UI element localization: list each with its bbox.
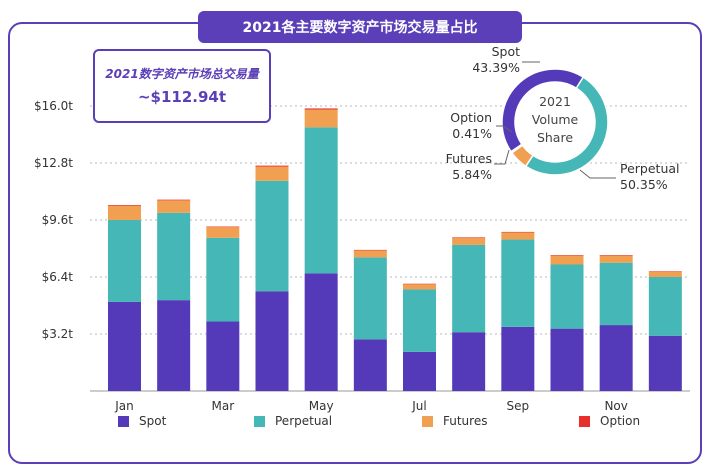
bar-futures (599, 255, 633, 263)
donut-label-option-name: Option (450, 110, 492, 125)
bar-perpetual (206, 237, 240, 322)
bar-futures (648, 271, 682, 277)
donut-center-label: Volume (532, 112, 579, 127)
donut-label-option-value: 0.41% (452, 126, 492, 141)
donut-label-futures-value: 5.84% (452, 167, 492, 182)
bar-spot (403, 351, 436, 391)
bar-option (353, 249, 387, 251)
legend-label-spot: Spot (139, 414, 167, 428)
bar-futures (353, 250, 387, 258)
donut-label-perpetual-value: 50.35% (620, 177, 668, 192)
bar-futures (550, 255, 584, 265)
donut-center-label: 2021 (539, 94, 571, 109)
x-tick-label: Nov (604, 399, 627, 413)
total-volume-label: 2021数字资产市场总交易量 (105, 67, 259, 81)
legend-item-option: Option (579, 414, 640, 428)
total-volume-value: ~$112.94t (137, 88, 227, 106)
bar-spot (255, 291, 289, 391)
y-tick-label: $12.8t (34, 156, 73, 170)
legend-swatch-spot (118, 415, 129, 427)
x-tick-label: May (309, 399, 334, 413)
bar-spot (304, 273, 338, 391)
bar-perpetual (157, 212, 191, 301)
bar-futures (157, 200, 191, 213)
bar-option (452, 237, 486, 238)
bar-spot (452, 332, 486, 391)
bar-option (501, 231, 535, 233)
bar-perpetual (599, 262, 633, 326)
bar-spot (108, 301, 141, 391)
legend-label-futures: Futures (443, 414, 488, 428)
bar-option (550, 255, 584, 256)
legend-label-perpetual: Perpetual (275, 414, 333, 428)
leader-line-futures (494, 149, 510, 165)
bar-futures (403, 284, 436, 290)
donut-label-futures: Futures 5.84% (432, 151, 492, 183)
y-tick-label: $6.4t (42, 270, 74, 284)
donut-label-futures-name: Futures (445, 151, 492, 166)
bar-futures (255, 166, 289, 181)
donut-label-perpetual-name: Perpetual (620, 161, 680, 176)
legend-swatch-futures (422, 415, 433, 427)
leader-line-perpetual (579, 169, 616, 179)
chart-legend: Spot Perpetual Futures Option (0, 414, 710, 434)
y-tick-label: $9.6t (42, 213, 74, 227)
legend-label-option: Option (600, 414, 641, 428)
bar-option (648, 271, 682, 272)
x-tick-label: Mar (212, 399, 235, 413)
bar-futures (206, 227, 240, 238)
legend-swatch-option (579, 415, 590, 427)
donut-label-spot: Spot 43.39% (458, 44, 520, 76)
chart-title: 2021各主要数字资产市场交易量占比 (198, 11, 522, 43)
total-volume-box: 2021数字资产市场总交易量 ~$112.94t (93, 49, 271, 123)
donut-background (501, 68, 609, 176)
bar-perpetual (353, 257, 387, 340)
legend-item-perpetual: Perpetual (254, 414, 332, 428)
legend-swatch-perpetual (254, 415, 265, 427)
x-tick-label: Jan (114, 399, 134, 413)
donut-slice-option (510, 143, 524, 154)
x-tick-label: Jul (411, 399, 426, 413)
donut-label-spot-value: 43.39% (472, 60, 520, 75)
bar-perpetual (452, 244, 486, 333)
y-tick-label: $3.2t (42, 327, 74, 341)
bar-perpetual (501, 239, 535, 327)
bar-spot (599, 325, 633, 391)
bar-perpetual (403, 289, 436, 352)
y-tick-label: $16.0t (34, 99, 73, 113)
bar-spot (206, 321, 240, 391)
bar-futures (108, 205, 141, 220)
bar-option (255, 165, 289, 167)
bar-option (599, 255, 633, 256)
bar-futures (304, 109, 338, 128)
legend-item-spot: Spot (118, 414, 166, 428)
bar-perpetual (108, 219, 141, 302)
leader-line-option (496, 125, 513, 133)
bar-spot (501, 326, 535, 391)
donut-label-spot-name: Spot (491, 44, 520, 59)
bar-spot (550, 328, 584, 391)
bar-perpetual (550, 264, 584, 329)
chart-title-text: 2021各主要数字资产市场交易量占比 (242, 20, 478, 36)
bar-futures (452, 237, 486, 245)
bar-perpetual (648, 276, 682, 336)
bar-option (108, 205, 141, 206)
x-tick-label: Sep (507, 399, 530, 413)
bar-option (157, 199, 191, 201)
bar-option (304, 108, 338, 110)
bar-perpetual (255, 180, 289, 292)
bar-spot (648, 335, 682, 391)
legend-item-futures: Futures (422, 414, 487, 428)
bar-option (206, 226, 240, 228)
bar-spot (157, 300, 191, 391)
donut-center-label: Share (537, 130, 573, 145)
bar-option (403, 283, 436, 285)
bar-futures (501, 232, 535, 240)
donut-label-option: Option 0.41% (438, 110, 492, 142)
donut-label-perpetual: Perpetual 50.35% (620, 161, 700, 193)
bar-spot (353, 339, 387, 391)
bar-perpetual (304, 127, 338, 274)
